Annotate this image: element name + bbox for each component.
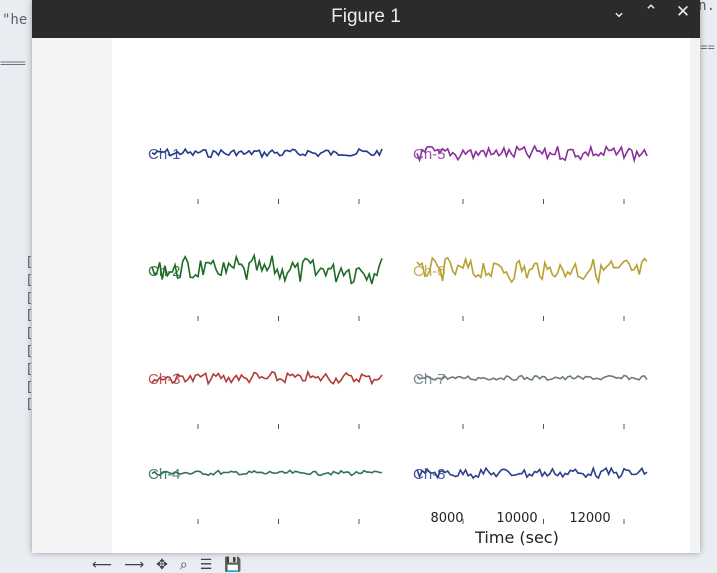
save-icon[interactable]: 💾: [224, 557, 242, 573]
channel-label: Ch-2: [148, 263, 181, 280]
multi-channel-plot: Ch-1 Ch-2 Ch-3 Ch-4 Ch-5 Ch-6 Ch-7 Ch-8 8000 1000…: [148, 144, 648, 547]
window-controls: ⌄ ⌃ ✕: [610, 2, 692, 22]
pan-icon[interactable]: ✥: [156, 557, 168, 573]
channel-panel: Ch-3: [148, 369, 383, 429]
window-titlebar[interactable]: Figure 1 ⌄ ⌃ ✕: [32, 0, 700, 38]
minimize-icon[interactable]: ⌄: [611, 2, 627, 22]
channel-panel: Ch-6: [413, 256, 648, 321]
channel-label: Ch-1: [148, 146, 181, 163]
maximize-icon[interactable]: ⌃: [643, 2, 659, 22]
channel-trace: [416, 256, 648, 286]
configure-subplots-icon[interactable]: ☰: [199, 557, 213, 573]
channel-panel: Ch-5: [413, 144, 648, 204]
zoom-icon[interactable]: ⌕: [179, 557, 188, 573]
channel-label: Ch-6: [413, 263, 446, 280]
channel-label: Ch-7: [413, 371, 446, 388]
window-title: Figure 1: [331, 6, 401, 27]
terminal-fragment-left: "he: [2, 12, 28, 28]
terminal-fragment-right: n.: [698, 0, 715, 14]
channel-panel: Ch-2: [148, 252, 383, 321]
channel-trace: [416, 374, 648, 382]
forward-arrow-icon[interactable]: ⟶: [124, 557, 145, 573]
channel-trace: [151, 147, 383, 159]
channel-trace: [416, 465, 648, 480]
channel-trace: [151, 252, 383, 285]
figure-toolbar: ⟵ ⟶ ✥ ⌕ ☰ 💾: [92, 557, 372, 573]
figure-canvas: Ch-1 Ch-2 Ch-3 Ch-4 Ch-5 Ch-6 Ch-7 Ch-8 8000 1000…: [112, 38, 690, 553]
figure-window: Figure 1 ⌄ ⌃ ✕ Ch-1 Ch-2 Ch-3 Ch-4 Ch-5 Ch-6 C…: [32, 0, 700, 553]
channel-panel: Ch-7: [413, 371, 648, 429]
x-tick-label: 8000: [430, 511, 463, 526]
channel-label: Ch-3: [148, 371, 181, 388]
x-tick-label: 12000: [569, 511, 610, 526]
x-axis-label: Time (sec): [474, 528, 559, 547]
channel-panel: Ch-4: [148, 466, 383, 524]
back-arrow-icon[interactable]: ⟵: [92, 557, 113, 573]
channel-label: Ch-5: [413, 146, 446, 163]
channel-trace: [416, 144, 648, 164]
close-icon[interactable]: ✕: [675, 2, 691, 22]
terminal-separator-left: ====: [0, 56, 26, 70]
channel-label: Ch-8: [413, 466, 446, 483]
channel-panel: Ch-8: [413, 465, 648, 524]
channel-panel: Ch-1: [148, 146, 383, 204]
channel-trace: [151, 469, 383, 477]
x-tick-label: 10000: [496, 511, 537, 526]
channel-label: Ch-4: [148, 466, 181, 483]
channel-trace: [151, 369, 383, 386]
